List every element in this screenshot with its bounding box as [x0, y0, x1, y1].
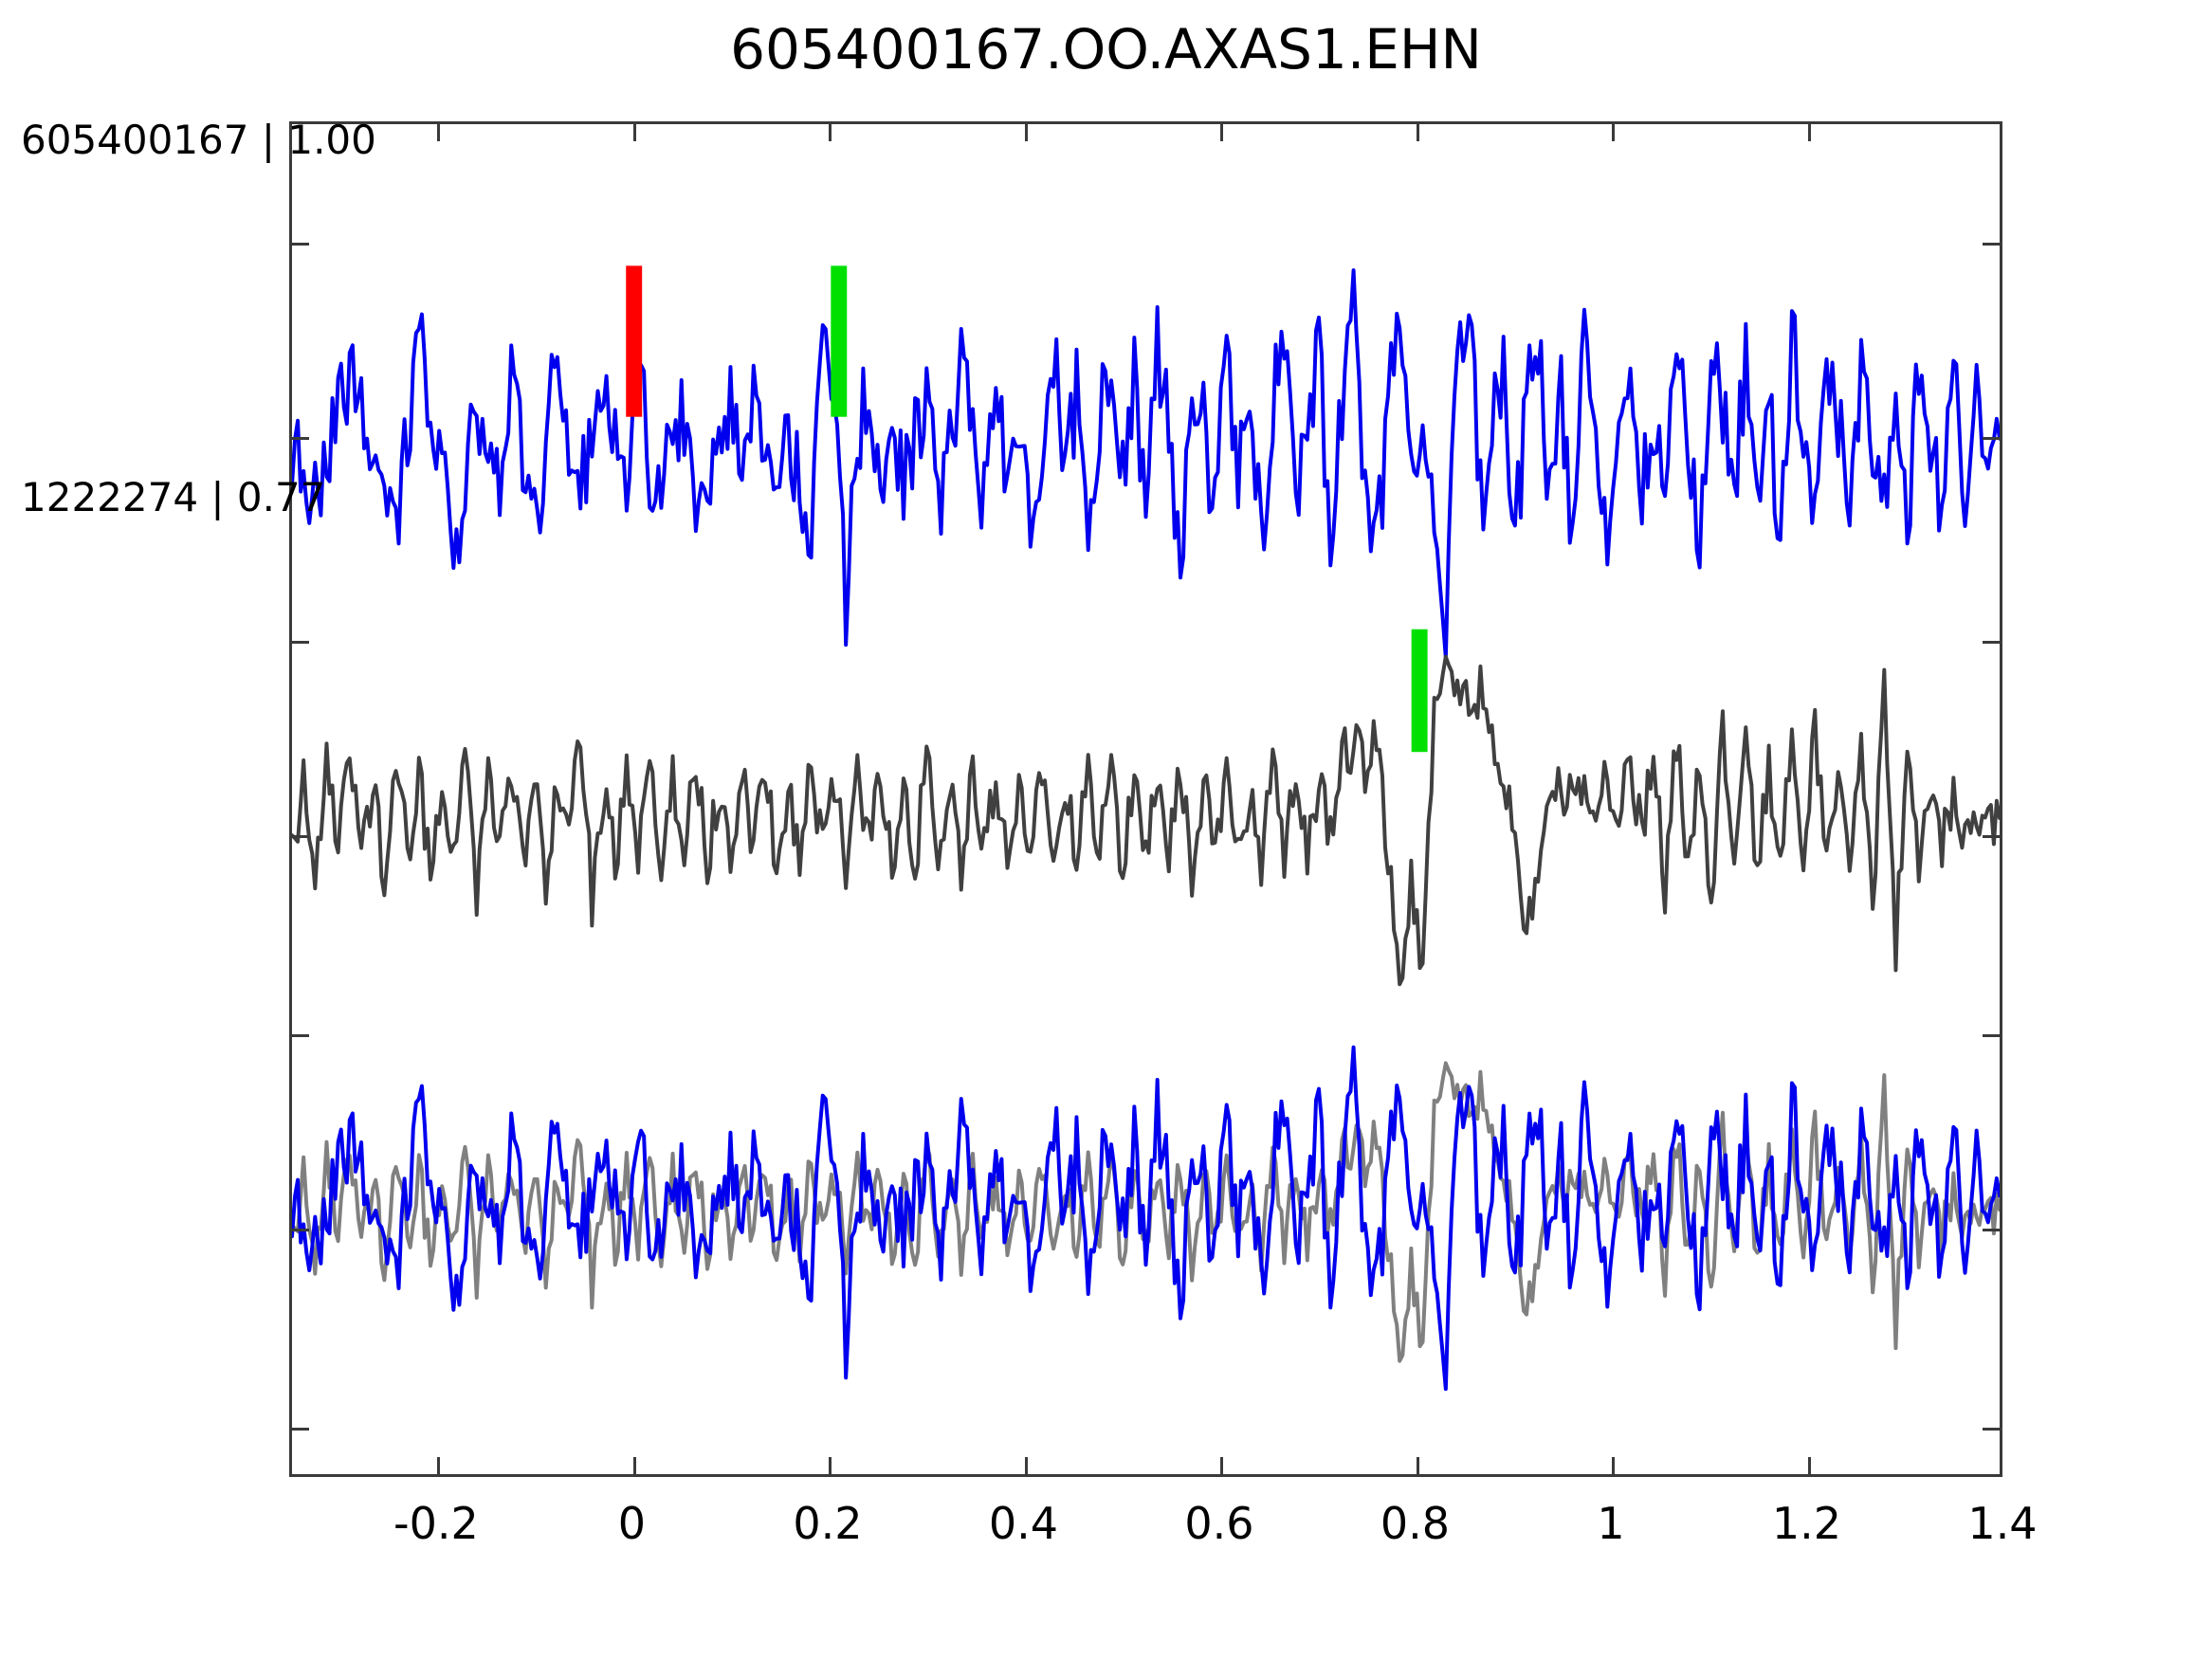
x-tick-mark-top — [1220, 124, 1224, 141]
x-tick-mark — [437, 1457, 441, 1474]
x-tick-label: 0.8 — [1380, 1498, 1451, 1549]
trace-path-overlay-blue — [292, 1045, 2000, 1392]
trace-label-detection: 1222274 | 0.77 — [21, 474, 326, 520]
page-title: 605400167.OO.AXAS1.EHN — [730, 17, 1482, 82]
trace-path-overlay-gray — [292, 1061, 2000, 1363]
y-tick-mark-right — [1983, 1428, 2000, 1431]
trace-label-template: 605400167 | 1.00 — [21, 117, 376, 163]
x-tick-mark — [1612, 1457, 1616, 1474]
x-tick-mark — [1416, 1457, 1419, 1474]
y-tick-mark-right — [1983, 835, 2000, 838]
trace-path-template — [292, 268, 2000, 660]
y-tick-mark — [292, 641, 309, 644]
x-tick-label: 1.4 — [1967, 1498, 2038, 1549]
waveform-svg — [292, 265, 2000, 1392]
plot-area — [289, 121, 2002, 1477]
x-tick-mark-top — [437, 124, 441, 141]
x-tick-mark-top — [1612, 124, 1616, 141]
y-tick-mark-right — [1983, 1229, 2000, 1231]
y-tick-mark-right — [1983, 437, 2000, 440]
y-tick-mark — [292, 1034, 309, 1037]
x-tick-label: 1.2 — [1771, 1498, 1842, 1549]
x-tick-mark-top — [1024, 124, 1028, 141]
x-tick-mark — [632, 1457, 636, 1474]
x-tick-label: 0.4 — [988, 1498, 1058, 1549]
y-tick-mark — [292, 1428, 309, 1431]
pick-marker-red[interactable] — [626, 265, 643, 417]
x-tick-label: -0.2 — [393, 1498, 479, 1549]
y-tick-mark-right — [1983, 243, 2000, 246]
x-tick-mark-top — [632, 124, 636, 141]
x-tick-mark — [1220, 1457, 1224, 1474]
y-tick-mark — [292, 243, 309, 246]
x-tick-mark-top — [1416, 124, 1419, 141]
x-tick-label: 0.6 — [1184, 1498, 1254, 1549]
y-tick-mark — [292, 835, 309, 838]
y-tick-mark — [292, 1229, 309, 1231]
y-tick-mark-right — [1983, 1034, 2000, 1037]
pick-marker-green-detection[interactable] — [1411, 629, 1428, 753]
y-tick-mark — [292, 437, 309, 440]
x-tick-mark-top — [1807, 124, 1811, 141]
y-tick-mark-right — [1983, 641, 2000, 644]
x-tick-mark-top — [829, 124, 832, 141]
x-tick-mark — [1807, 1457, 1811, 1474]
x-tick-mark — [829, 1457, 832, 1474]
x-tick-label: 0 — [617, 1498, 647, 1549]
pick-marker-green-template[interactable] — [831, 265, 848, 417]
x-tick-label: 1 — [1597, 1498, 1625, 1549]
x-tick-label: 0.2 — [793, 1498, 863, 1549]
x-tick-mark — [1024, 1457, 1028, 1474]
trace-path-detection — [292, 654, 2000, 987]
